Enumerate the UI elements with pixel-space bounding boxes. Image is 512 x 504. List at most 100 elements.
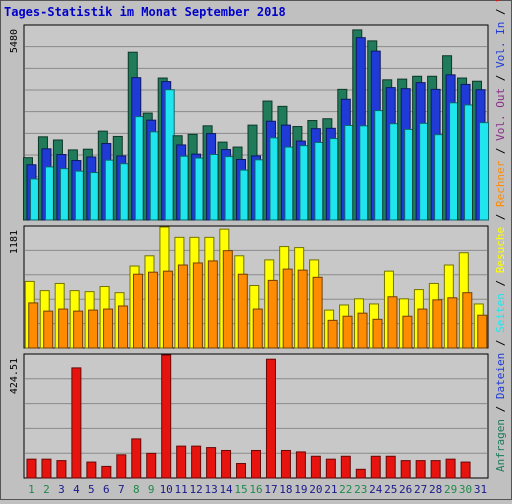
bar-middle-rechner-18 (282, 268, 293, 349)
y-max-label-middle: 1181 (9, 230, 20, 254)
x-tick-label-17: 17 (264, 483, 277, 496)
x-tick-label-15: 15 (234, 483, 247, 496)
x-tick-label-20: 20 (309, 483, 322, 496)
bar-middle-rechner-12 (192, 262, 203, 349)
legend-separator: / (494, 141, 507, 161)
bar-middle-rechner-16 (252, 308, 263, 349)
bar-middle-rechner-9 (147, 271, 158, 349)
bar-bottom-volumen-26 (400, 460, 411, 479)
legend-vol-in: Vol. In (494, 22, 507, 68)
bar-bottom-volumen-23 (355, 468, 366, 479)
bar-bottom-volumen-12 (191, 445, 202, 479)
x-tick-label-1: 1 (28, 483, 35, 496)
bar-bottom-volumen-3 (56, 460, 67, 479)
bar-middle-rechner-10 (162, 270, 173, 349)
legend-anfragen: Anfragen (494, 419, 507, 472)
bar-bottom-volumen-6 (101, 465, 112, 479)
bar-bottom-volumen-1 (26, 458, 37, 479)
x-tick-label-23: 23 (354, 483, 367, 496)
x-tick-label-27: 27 (414, 483, 427, 496)
bar-bottom-volumen-11 (176, 445, 187, 479)
x-tick-label-24: 24 (369, 483, 383, 496)
bar-middle-rechner-7 (118, 305, 129, 349)
x-tick-label-4: 4 (73, 483, 80, 496)
legend-vol-out: Vol. Out (494, 88, 507, 141)
legend-seiten: Seiten (494, 293, 507, 333)
bar-bottom-volumen-10 (161, 354, 172, 479)
x-tick-label-30: 30 (459, 483, 472, 496)
bar-bottom-volumen-18 (280, 449, 291, 479)
bar-bottom-volumen-20 (310, 455, 321, 479)
panel-middle: 1181 (9, 225, 489, 349)
bar-bottom-volumen-9 (146, 452, 157, 479)
bar-middle-rechner-19 (297, 269, 308, 349)
x-tick-label-14: 14 (219, 483, 233, 496)
bar-middle-rechner-4 (73, 310, 84, 349)
bar-middle-rechner-6 (103, 308, 114, 349)
bar-middle-rechner-11 (177, 264, 188, 349)
x-tick-label-6: 6 (103, 483, 110, 496)
bar-middle-rechner-28 (432, 299, 443, 349)
bar-bottom-volumen-29 (445, 458, 456, 479)
x-tick-label-31: 31 (474, 483, 487, 496)
x-tick-label-18: 18 (279, 483, 292, 496)
bar-middle-rechner-15 (237, 273, 248, 349)
bar-bottom-volumen-25 (385, 455, 396, 479)
bar-middle-rechner-27 (417, 308, 428, 349)
bar-middle-rechner-17 (267, 279, 278, 349)
legend-separator: / (494, 399, 507, 419)
x-tick-label-8: 8 (133, 483, 140, 496)
x-tick-label-9: 9 (148, 483, 155, 496)
x-tick-label-10: 10 (160, 483, 173, 496)
bar-middle-rechner-1 (28, 302, 39, 349)
x-tick-label-12: 12 (190, 483, 203, 496)
y-max-label-top: 5480 (9, 29, 20, 53)
bar-middle-rechner-22 (342, 315, 353, 349)
bar-bottom-volumen-7 (116, 454, 127, 479)
bar-bottom-volumen-5 (86, 461, 97, 479)
bar-middle-rechner-14 (222, 250, 233, 349)
bar-bottom-volumen-24 (370, 455, 381, 479)
bar-bottom-volumen-22 (340, 455, 351, 479)
legend-separator: / (494, 68, 507, 88)
panel-top: 5480 (9, 24, 490, 221)
bar-middle-rechner-3 (58, 308, 69, 349)
legend-separator: / (494, 2, 507, 22)
bar-bottom-volumen-17 (265, 358, 276, 479)
bar-middle-rechner-31 (477, 314, 488, 349)
bar-bottom-volumen-19 (295, 451, 306, 479)
legend-separator: / (494, 273, 507, 293)
bar-middle-rechner-20 (312, 276, 323, 349)
bar-bottom-volumen-27 (415, 460, 426, 479)
bar-bottom-volumen-2 (41, 458, 52, 479)
x-tick-label-3: 3 (58, 483, 65, 496)
bar-top-seiten-31 (479, 122, 490, 221)
x-tick-label-7: 7 (118, 483, 125, 496)
bar-bottom-volumen-14 (221, 449, 232, 479)
x-tick-label-11: 11 (175, 483, 188, 496)
legend-dateien: Dateien (494, 353, 507, 399)
bar-middle-rechner-8 (133, 273, 144, 349)
y-max-label-bottom: 424.51 (9, 358, 20, 394)
legend-separator: / (494, 207, 507, 227)
bar-bottom-volumen-30 (460, 461, 471, 479)
bar-bottom-volumen-21 (325, 458, 336, 479)
bar-middle-rechner-13 (207, 260, 218, 349)
x-tick-label-5: 5 (88, 483, 95, 496)
bar-middle-rechner-24 (372, 318, 383, 349)
bar-middle-rechner-30 (462, 292, 473, 349)
bar-middle-rechner-29 (447, 297, 458, 349)
x-tick-label-21: 21 (324, 483, 337, 496)
bar-bottom-volumen-8 (131, 438, 142, 479)
x-tick-label-13: 13 (204, 483, 217, 496)
x-tick-label-22: 22 (339, 483, 352, 496)
panel-bottom: 424.51 (9, 353, 489, 479)
legend-volumen: Volumen (494, 0, 507, 2)
bar-bottom-volumen-13 (206, 447, 217, 479)
x-tick-label-28: 28 (429, 483, 442, 496)
x-tick-label-26: 26 (399, 483, 412, 496)
legend-besuche: Besuche (494, 227, 507, 273)
bar-bottom-volumen-15 (236, 463, 247, 479)
